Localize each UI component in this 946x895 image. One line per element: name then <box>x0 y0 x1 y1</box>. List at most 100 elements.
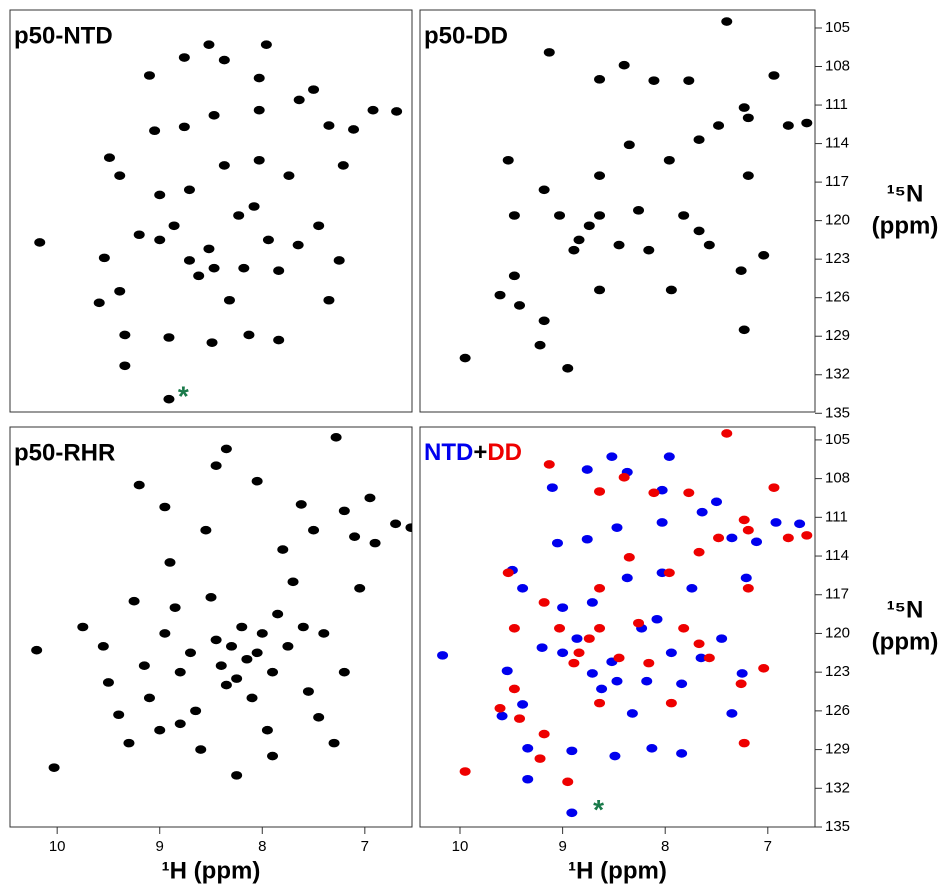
peak <box>97 642 109 651</box>
peak <box>581 534 593 544</box>
peak <box>231 674 243 683</box>
panel: * NTD+DD 10 9 8 7 ¹H (ppm) 105 108 111 114 117 120 12… <box>419 426 938 884</box>
peak <box>178 53 190 62</box>
peak <box>297 622 309 632</box>
peak <box>621 573 633 583</box>
peak <box>594 487 606 496</box>
peak <box>114 171 126 180</box>
peak <box>554 211 566 220</box>
peak <box>203 244 215 254</box>
peak <box>742 171 754 180</box>
legend-entry: DD <box>487 439 522 466</box>
peak <box>236 622 248 632</box>
peak <box>703 653 715 663</box>
peak <box>295 500 307 509</box>
peak <box>48 763 60 772</box>
peak <box>349 532 361 541</box>
peak <box>251 476 263 486</box>
peak <box>210 635 222 645</box>
peak <box>596 684 608 694</box>
peak <box>154 235 166 245</box>
peak <box>405 523 412 532</box>
x-tick-label: 9 <box>156 838 164 855</box>
panel: p50-RHR 10 9 8 7 ¹H (ppm) <box>9 426 413 884</box>
peak <box>551 538 563 548</box>
peak <box>703 240 715 250</box>
peak <box>543 460 555 469</box>
peak <box>656 518 668 527</box>
peak <box>562 777 574 787</box>
peak <box>273 335 285 345</box>
peak <box>169 603 181 612</box>
peak <box>133 480 145 490</box>
y-tick-label: 129 <box>825 327 850 344</box>
y-tick-label: 135 <box>825 818 850 835</box>
peak <box>114 286 126 296</box>
legend-separator: + <box>473 439 487 466</box>
peak <box>538 729 550 739</box>
peak <box>648 76 660 85</box>
peak <box>686 583 698 593</box>
peak <box>323 295 335 305</box>
peak <box>338 506 350 516</box>
peak <box>163 333 175 342</box>
peak <box>282 642 294 651</box>
peak <box>663 452 675 461</box>
peak <box>133 230 145 240</box>
peak <box>273 266 285 276</box>
peak <box>543 48 555 57</box>
peak <box>568 658 580 668</box>
peak <box>154 190 166 200</box>
peak <box>696 507 708 517</box>
peak <box>683 488 695 498</box>
y-tick-label: 123 <box>825 663 850 680</box>
peak <box>193 271 205 281</box>
peak <box>643 245 655 255</box>
peak <box>348 125 360 134</box>
peak <box>174 719 186 729</box>
panel: * p50-NTD <box>9 9 413 413</box>
peak <box>93 298 105 308</box>
peak <box>253 105 265 115</box>
peak <box>713 121 725 130</box>
peak <box>267 751 279 761</box>
peak <box>758 663 770 673</box>
peak <box>648 488 660 498</box>
peak <box>758 251 770 260</box>
x-tick-label: 10 <box>452 838 469 855</box>
y-axis-label: (ppm) <box>872 212 939 239</box>
peak <box>768 483 780 492</box>
y-tick-label: 114 <box>825 547 849 564</box>
panel: p50-DD 105 108 111 114 117 120 123 126 129 132 135 ¹… <box>419 9 939 421</box>
peak <box>618 473 630 482</box>
panel-title: p50-NTD <box>14 22 113 49</box>
peak <box>31 645 43 655</box>
peak <box>693 547 705 557</box>
peak <box>782 121 794 130</box>
peak <box>183 185 195 195</box>
peak <box>119 330 131 340</box>
y-tick-label: 126 <box>825 702 850 719</box>
peak <box>626 709 638 718</box>
peak <box>536 643 548 652</box>
peak <box>501 666 513 676</box>
peaks <box>437 429 813 818</box>
peak <box>801 118 813 128</box>
peak <box>241 654 253 664</box>
peak <box>293 95 305 105</box>
peak <box>77 622 89 632</box>
peak <box>318 629 330 638</box>
panel-frame <box>419 9 816 413</box>
peak <box>566 808 578 818</box>
peak <box>751 537 763 547</box>
x-tick-label: 7 <box>361 838 369 855</box>
peak <box>128 596 140 606</box>
x-axis-label: ¹H (ppm) <box>568 857 667 884</box>
peak <box>494 290 506 300</box>
peak <box>178 122 190 132</box>
peak <box>711 497 723 507</box>
panel-title: p50-DD <box>424 22 508 49</box>
peak <box>287 577 299 587</box>
y-tick-label: 120 <box>825 212 850 229</box>
